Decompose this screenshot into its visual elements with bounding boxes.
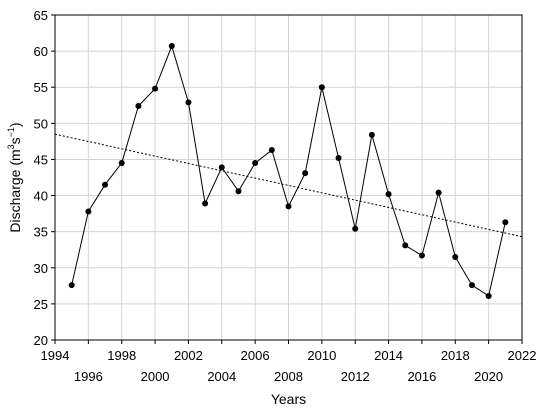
y-tick-label: 65: [34, 8, 48, 23]
y-tick-label: 55: [34, 80, 48, 95]
data-point: [335, 155, 342, 161]
x-tick-label: 2004: [207, 369, 236, 384]
y-tick-label: 60: [34, 44, 48, 59]
y-tick-label: 40: [34, 189, 48, 204]
data-point: [502, 219, 509, 226]
data-point: [68, 282, 75, 289]
y-tick-label: 30: [34, 261, 48, 276]
data-point: [452, 253, 459, 260]
x-tick-label: 2012: [341, 369, 370, 384]
data-point: [318, 84, 325, 91]
x-axis-title: Years: [271, 391, 306, 407]
x-tick-label: 2010: [307, 348, 336, 363]
data-point: [385, 191, 392, 198]
y-axis-ticks: 20 25 30 35 40 45 50 55 60 65: [34, 8, 55, 348]
data-point: [135, 103, 142, 109]
x-tick-label: 2006: [241, 348, 270, 363]
data-point: [168, 43, 175, 50]
y-tick-label: 25: [34, 297, 48, 312]
y-tick-label: 50: [34, 116, 48, 131]
data-point: [118, 160, 125, 167]
data-point: [302, 170, 309, 177]
data-point: [218, 164, 225, 171]
x-tick-label: 1994: [41, 348, 70, 363]
x-tick-label: 2008: [274, 369, 303, 384]
y-tick-label: 45: [34, 152, 48, 167]
x-tick-label: 1998: [107, 348, 136, 363]
data-point: [202, 200, 209, 207]
data-point: [85, 208, 92, 215]
data-point: [102, 181, 109, 188]
x-axis-ticks: 1994 1996 1998 2000 2002 2004 2006 2008 2010 2012…: [41, 340, 537, 384]
data-point: [435, 189, 442, 196]
data-point: [352, 225, 359, 232]
data-point: [368, 131, 375, 138]
y-tick-label: 35: [34, 225, 48, 240]
y-tick-label: 20: [34, 333, 48, 348]
data-point: [418, 252, 425, 259]
data-point: [152, 85, 159, 92]
x-tick-label: 2014: [374, 348, 403, 363]
data-point: [468, 282, 475, 289]
data-point: [185, 99, 192, 106]
data-point: [402, 242, 409, 249]
x-tick-label: 1996: [74, 369, 103, 384]
data-point: [235, 188, 242, 195]
x-tick-label: 2018: [441, 348, 470, 363]
x-tick-label: 2002: [174, 348, 203, 363]
x-tick-label: 2016: [407, 369, 436, 384]
x-tick-label: 2000: [141, 369, 170, 384]
data-point: [485, 292, 492, 299]
x-tick-label: 2022: [508, 348, 537, 363]
data-point: [268, 147, 275, 154]
series-layer: [68, 43, 509, 299]
data-point: [285, 203, 292, 210]
data-point: [252, 160, 259, 167]
x-tick-label: 2020: [474, 369, 503, 384]
y-axis-title: Discharge (m3s−1): [6, 122, 23, 232]
